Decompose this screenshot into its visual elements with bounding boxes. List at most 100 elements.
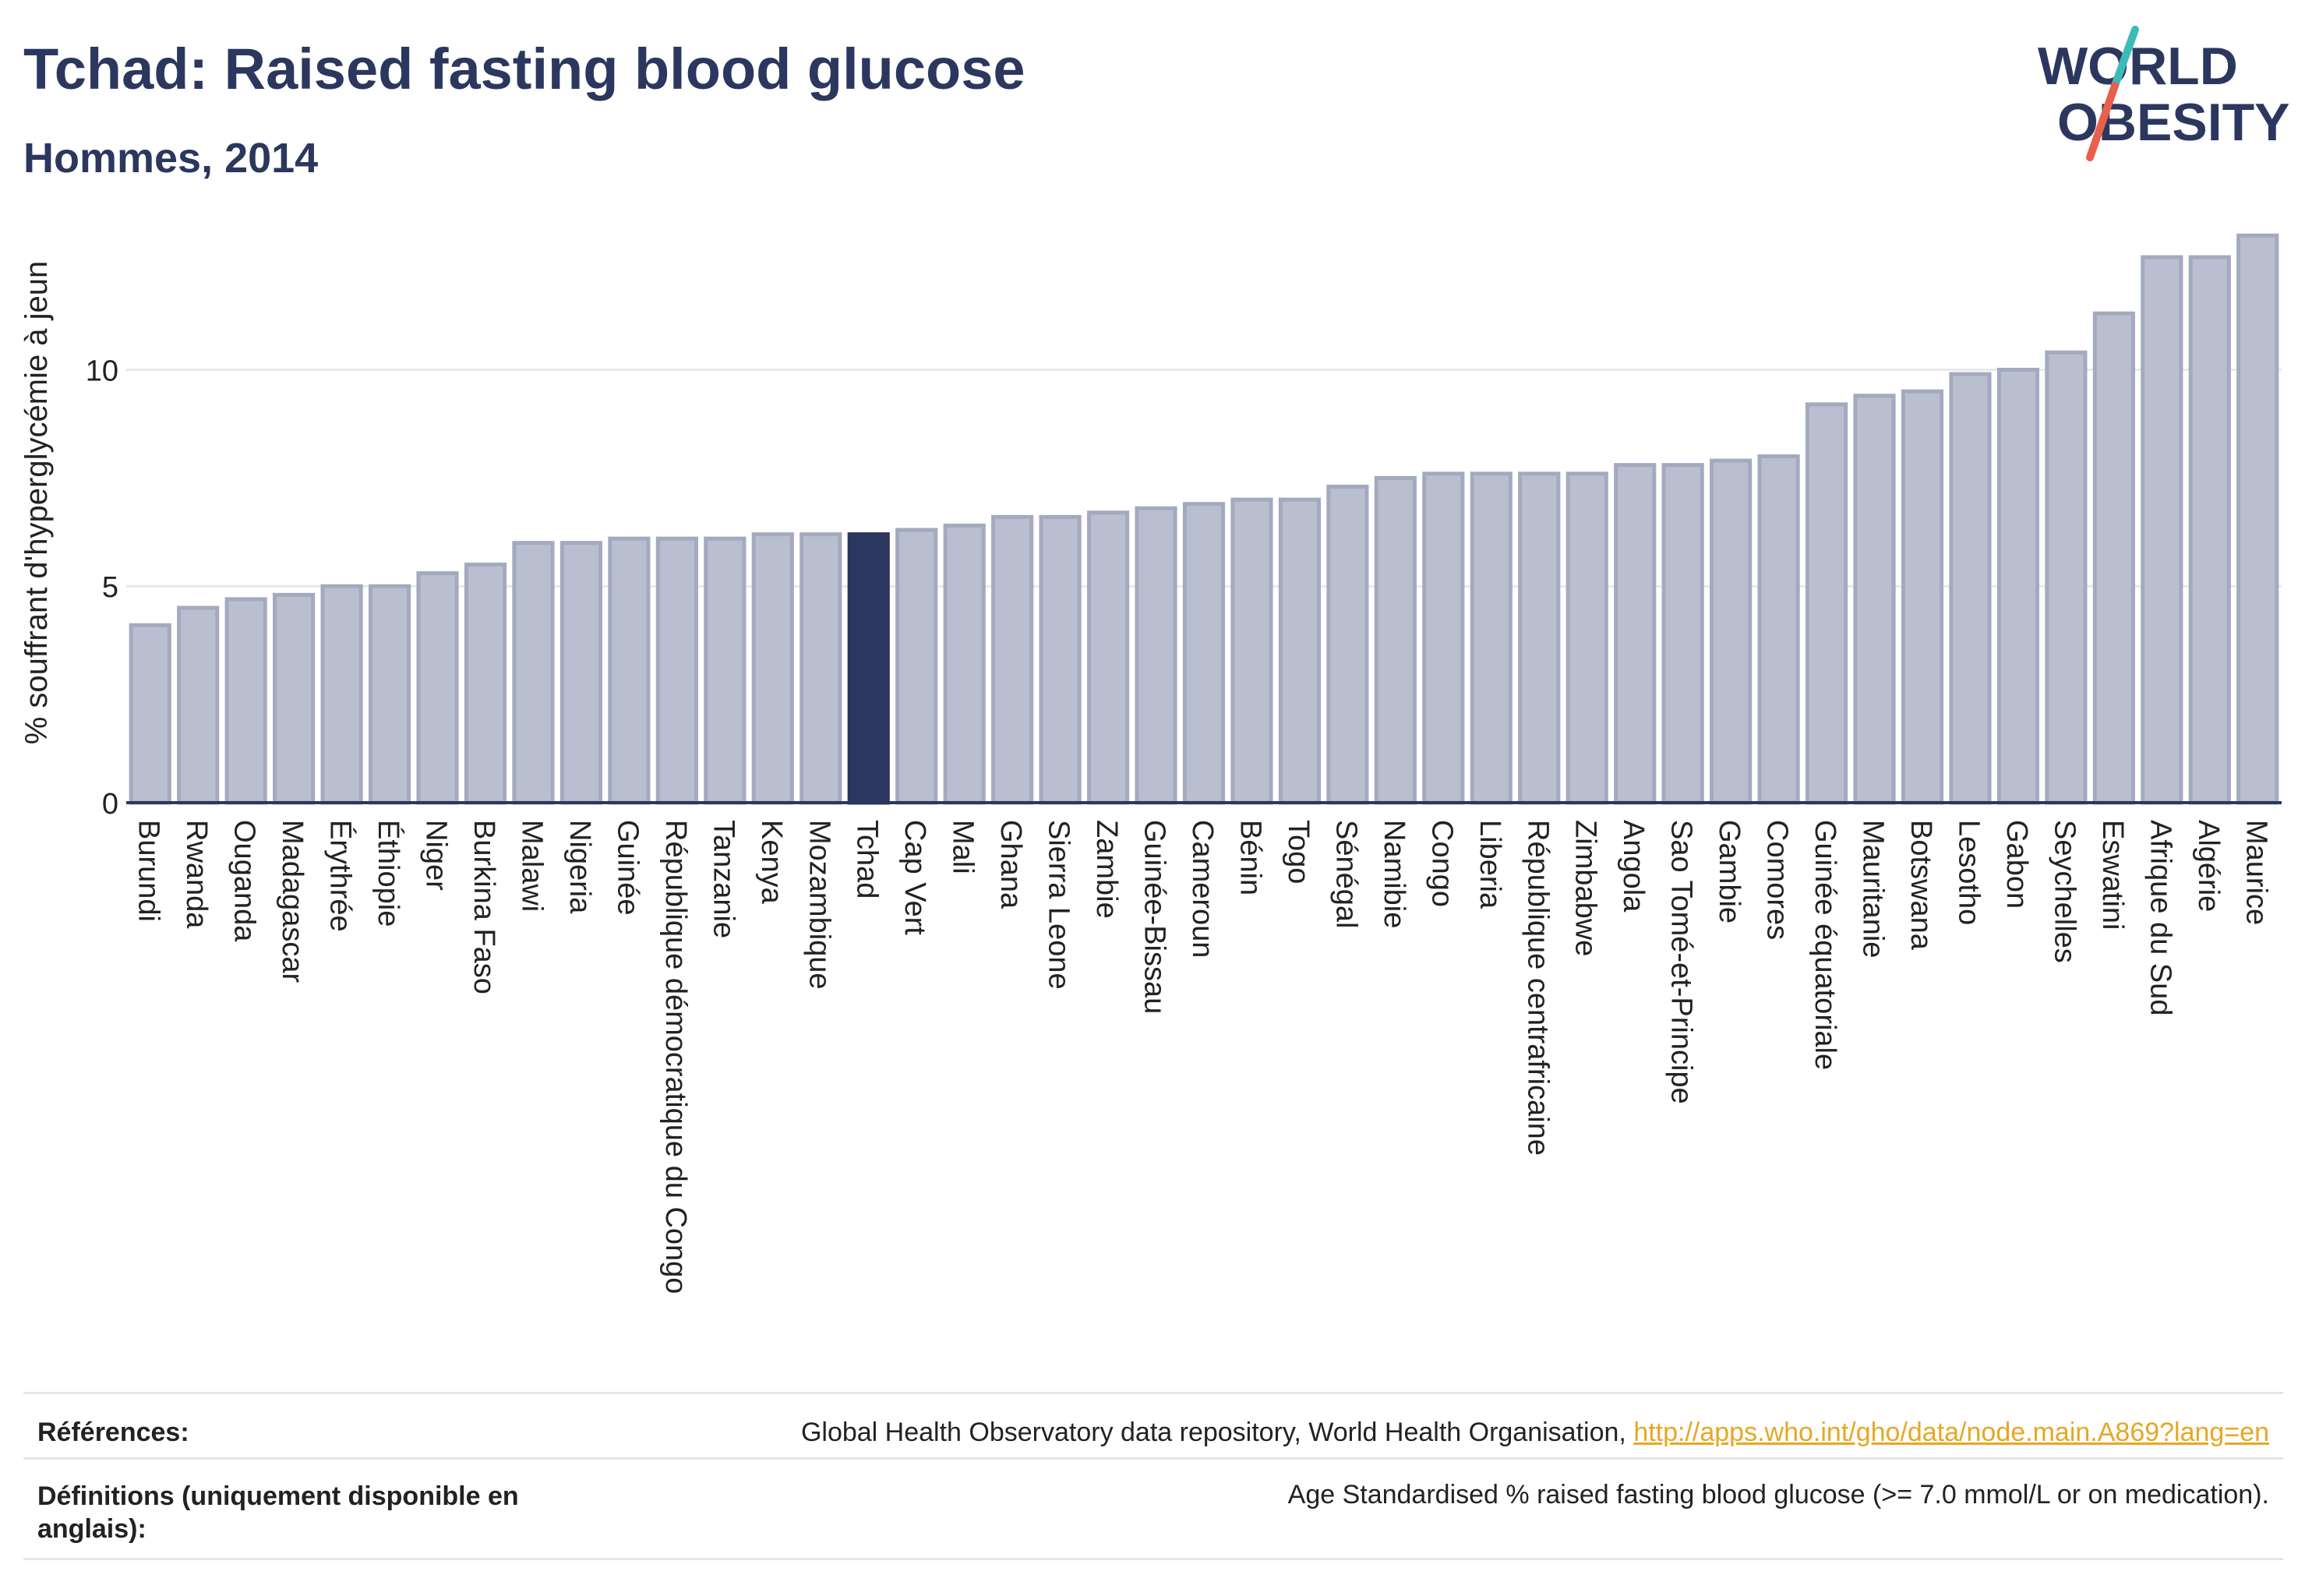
x-tick-label: République centrafricaine bbox=[1521, 820, 1554, 1156]
bar bbox=[1230, 497, 1273, 805]
bar bbox=[1853, 394, 1896, 805]
x-tick-label: Sierra Leone bbox=[1043, 820, 1075, 990]
bar bbox=[800, 532, 842, 805]
x-tick-label: Rwanda bbox=[180, 820, 213, 929]
y-axis-label: % souffrant d'hyperglycémie à jeun bbox=[19, 261, 54, 745]
y-tick-label: 10 bbox=[86, 355, 118, 387]
x-tick-label: Ouganda bbox=[228, 820, 261, 942]
bar bbox=[1135, 506, 1177, 805]
x-tick-label: Nigeria bbox=[563, 820, 596, 914]
bar bbox=[751, 532, 794, 805]
x-tick-label: Guinée-Bissau bbox=[1138, 820, 1171, 1014]
bar-chart: 0 5 10 Burundi Rwanda Ouganda Madagascar Éryth… bbox=[19, 233, 2282, 1294]
bar bbox=[1374, 475, 1417, 805]
bars bbox=[129, 233, 2279, 805]
bar bbox=[2045, 350, 2088, 805]
bar bbox=[368, 584, 411, 805]
x-tick-label: Gabon bbox=[2000, 820, 2033, 909]
world-obesity-logo: WORLD OBESITY bbox=[2038, 26, 2290, 161]
x-tick-label: Niger bbox=[420, 820, 453, 891]
logo-slash-red bbox=[2086, 82, 2119, 161]
x-tick-label: Ghana bbox=[994, 820, 1027, 909]
bar bbox=[273, 592, 316, 805]
x-tick-label: République démocratique du Congo bbox=[659, 820, 692, 1294]
x-tick-label: Algérie bbox=[2192, 820, 2225, 912]
x-tick-label: Kenya bbox=[755, 820, 788, 905]
bar bbox=[129, 623, 171, 805]
x-tick-label: Angola bbox=[1617, 820, 1650, 913]
bar bbox=[2236, 233, 2279, 805]
x-tick-label: Tanzanie bbox=[707, 820, 740, 938]
bar bbox=[1949, 372, 1992, 805]
definitions-label: Définitions (uniquement disponible en an… bbox=[37, 1480, 519, 1545]
x-tick-label: Sénégal bbox=[1329, 820, 1362, 928]
bar bbox=[2141, 255, 2183, 805]
bar-highlight bbox=[847, 532, 890, 805]
definitions-value: Age Standardised % raised fasting blood … bbox=[1287, 1480, 2269, 1509]
x-tick-label: Comores bbox=[1761, 820, 1794, 940]
x-tick-label: Burkina Faso bbox=[468, 820, 500, 994]
bar bbox=[1326, 484, 1369, 805]
chart-title: Tchad: Raised fasting blood glucose bbox=[23, 37, 1025, 101]
x-tick-label: Togo bbox=[1282, 820, 1315, 884]
bar bbox=[943, 523, 986, 805]
x-tick-label: Malawi bbox=[515, 820, 548, 912]
x-tick-label: Lesotho bbox=[1952, 820, 1985, 925]
bar bbox=[1422, 471, 1465, 805]
bar bbox=[1661, 463, 1704, 805]
x-tick-label: Burundi bbox=[132, 820, 165, 922]
bar bbox=[416, 571, 459, 805]
bar bbox=[1614, 463, 1657, 805]
references-label: Références: bbox=[37, 1418, 189, 1447]
bar bbox=[1710, 458, 1753, 805]
x-tick-label: Cap Vert bbox=[898, 820, 931, 935]
bar bbox=[991, 514, 1034, 805]
x-tick-label: Liberia bbox=[1474, 820, 1506, 909]
bar bbox=[1182, 502, 1226, 805]
x-tick-label: Seychelles bbox=[2048, 820, 2081, 963]
bar bbox=[1901, 389, 1944, 805]
bar bbox=[177, 606, 220, 805]
x-tick-label: Tchad bbox=[851, 820, 884, 899]
x-tick-label: Éthiopie bbox=[372, 820, 405, 927]
bar bbox=[655, 536, 698, 805]
bar bbox=[1996, 367, 2040, 805]
definitions-row: Définitions (uniquement disponible en an… bbox=[23, 1457, 2283, 1560]
bar bbox=[1086, 510, 1130, 805]
definitions-label-line2: anglais): bbox=[37, 1514, 146, 1544]
x-tick-label: Mauritanie bbox=[1857, 820, 1890, 958]
x-tick-label: Zambie bbox=[1090, 820, 1123, 919]
x-tick-label: Botswana bbox=[1904, 820, 1937, 951]
x-tick-label: Afrique du Sud bbox=[2144, 820, 2176, 1015]
x-tick-label: Namibie bbox=[1378, 820, 1410, 928]
logo-line1: WORLD bbox=[2038, 37, 2238, 96]
x-tick-label: Congo bbox=[1425, 820, 1458, 907]
chart-subtitle: Hommes, 2014 bbox=[23, 135, 319, 182]
footer-table: Références: Global Health Observatory da… bbox=[23, 1392, 2283, 1563]
bar bbox=[1039, 514, 1082, 805]
bar bbox=[704, 536, 747, 805]
x-tick-label: Gambie bbox=[1713, 820, 1746, 923]
x-tick-label: Guinée équatoriale bbox=[1809, 820, 1841, 1070]
y-tick-label: 0 bbox=[102, 788, 118, 821]
x-tick-label: Mozambique bbox=[803, 820, 835, 990]
bar bbox=[895, 528, 938, 805]
x-tick-label: Maurice bbox=[2240, 820, 2272, 925]
bar bbox=[512, 541, 555, 805]
x-tick-label: Eswatini bbox=[2096, 820, 2129, 930]
references-value: Global Health Observatory data repositor… bbox=[801, 1418, 2269, 1448]
bar bbox=[1278, 497, 1322, 805]
x-tick-label: Mali bbox=[947, 820, 980, 874]
bar bbox=[559, 541, 603, 805]
bar bbox=[1805, 402, 1848, 805]
bar bbox=[1518, 471, 1561, 805]
x-tick-label: Érythrée bbox=[324, 820, 358, 932]
bar bbox=[2188, 255, 2231, 805]
definitions-label-line1: Définitions (uniquement disponible en bbox=[37, 1481, 519, 1511]
bar bbox=[1470, 471, 1513, 805]
bar bbox=[224, 597, 267, 805]
x-tick-label: Cameroun bbox=[1186, 820, 1219, 958]
references-row: Références: Global Health Observatory da… bbox=[23, 1392, 2283, 1460]
references-link[interactable]: http://apps.who.int/gho/data/node.main.A… bbox=[1633, 1418, 2269, 1447]
bar bbox=[2092, 311, 2135, 805]
